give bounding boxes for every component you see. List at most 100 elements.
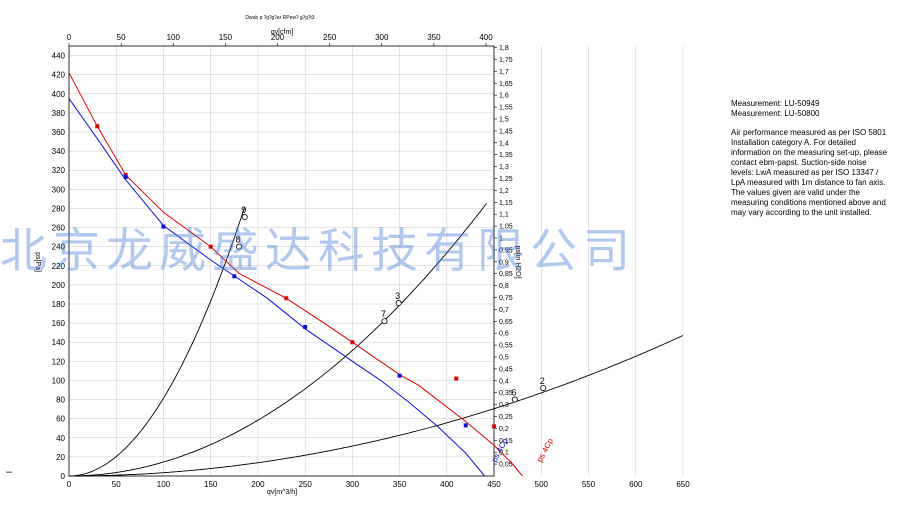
fan-curve-marker <box>123 174 128 179</box>
y2-tick-label: 0,6 <box>499 331 509 338</box>
y-tick-label: 360 <box>52 128 66 137</box>
info-panel: Measurement: LU-50949 Measurement: LU-50… <box>731 99 891 218</box>
x-tick-label: 50 <box>112 480 121 489</box>
y2-tick-label: 0,4 <box>499 378 509 385</box>
y2-tick-label: 0,45 <box>499 366 513 373</box>
y2-tick-label: 0,25 <box>499 414 513 421</box>
measurement-2: Measurement: LU-50800 <box>731 109 820 118</box>
y2-tick-label: 1,15 <box>499 200 513 207</box>
y2-tick-label: 0,05 <box>499 462 513 469</box>
operating-point-label: 6 <box>511 388 516 398</box>
operating-point-label: 2 <box>540 376 545 386</box>
x2-axis-label: qv[cfm] <box>271 29 294 36</box>
y2-tick-label: 1,05 <box>499 224 513 231</box>
y-tick-label: 200 <box>52 281 66 290</box>
y2-tick-label: 0,95 <box>499 247 513 254</box>
x-tick-label: 250 <box>298 480 312 489</box>
y-tick-label: 0 <box>61 472 66 481</box>
operating-point <box>511 396 518 403</box>
operating-point <box>540 385 547 392</box>
y-axis-label: ps[Pa] <box>34 252 41 272</box>
x-tick-label: 600 <box>629 480 643 489</box>
y-tick-label: 60 <box>56 415 65 424</box>
x-tick-label: 400 <box>440 480 454 489</box>
x-tick-label: 100 <box>157 480 171 489</box>
x2-tick-label: 50 <box>117 33 126 42</box>
y2-tick-label: 1,4 <box>499 140 509 147</box>
y2-tick-label: 0,15 <box>499 438 513 445</box>
y-tick-label: 160 <box>52 319 66 328</box>
x-tick-label: 150 <box>204 480 218 489</box>
x-tick-label: 0 <box>67 480 72 489</box>
fan-curve-marker <box>397 373 402 378</box>
fan-curve-marker <box>492 424 497 429</box>
grid-lines <box>68 46 684 477</box>
fan-curve-marker <box>232 274 237 279</box>
y-tick-label: 400 <box>52 90 66 99</box>
fan-curve-marker <box>161 224 166 229</box>
x2-tick-label: 250 <box>323 33 337 42</box>
company-watermark: 北京龙威盛达科技有限公司 <box>0 224 636 279</box>
y2-tick-label: 0,9 <box>499 259 509 266</box>
system-curve <box>69 335 684 477</box>
operating-point-label: 8 <box>236 235 241 245</box>
y2-tick-label: 1,7 <box>499 69 509 76</box>
operating-point <box>241 214 248 221</box>
system-curves <box>69 203 684 477</box>
fan-curve-line <box>68 72 523 477</box>
system-curve <box>69 206 246 477</box>
y2-tick-label: 1,75 <box>499 57 513 64</box>
operating-point <box>395 300 402 307</box>
y2-tick-label: 0,55 <box>499 343 513 350</box>
x-tick-label: 300 <box>346 480 360 489</box>
y2-tick-label: 0,5 <box>499 354 509 361</box>
x-tick-label: 550 <box>582 480 596 489</box>
y-tick-label: 240 <box>52 243 66 252</box>
x2-tick-label: 350 <box>427 33 441 42</box>
y-tick-label: 420 <box>52 71 66 80</box>
x2-tick-label: 300 <box>375 33 389 42</box>
y2-tick-label: 0,35 <box>499 390 513 397</box>
fan-curve-marker <box>463 423 468 428</box>
stray-mark: – <box>6 466 13 478</box>
y-tick-label: 40 <box>56 434 65 443</box>
tick-labels: 0 50 100 150 200 250 300 350 400 450 500 550 600 6500… <box>52 33 691 489</box>
y2-tick-label: 1,35 <box>499 152 513 159</box>
fan-curve-marker <box>350 340 355 345</box>
y-tick-label: 180 <box>52 300 66 309</box>
y2-tick-label: 0,85 <box>499 271 513 278</box>
x-tick-label: 450 <box>487 480 501 489</box>
y2-tick-label: 1,8 <box>499 45 509 52</box>
x2-tick-label: 150 <box>219 33 233 42</box>
y-tick-label: 300 <box>52 185 66 194</box>
y2-tick-label: 0,2 <box>499 426 509 433</box>
y2-tick-label: 1,25 <box>499 176 513 183</box>
operating-point <box>236 243 243 250</box>
axes <box>68 43 497 477</box>
system-curve <box>69 203 487 477</box>
y-tick-label: 380 <box>52 109 66 118</box>
fan-curve-marker <box>454 376 459 381</box>
x2-tick-label: 400 <box>479 33 493 42</box>
x2-tick-label: 200 <box>271 33 285 42</box>
y-tick-label: 120 <box>52 357 66 366</box>
x-tick-label: 200 <box>251 480 265 489</box>
y2-tick-label: 1 <box>499 235 503 242</box>
measurement-note: Air performance measured as per ISO 5801… <box>731 128 888 217</box>
y2-tick-label: 0,75 <box>499 295 513 302</box>
y2-tick-label: 0,7 <box>499 307 509 314</box>
fan-curve-marker <box>95 124 100 129</box>
y-tick-label: 100 <box>52 376 66 385</box>
plot-frame <box>68 45 495 477</box>
y-tick-label: 340 <box>52 147 66 156</box>
y2-tick-label: 1,3 <box>499 164 509 171</box>
chart-title: Dwub p ʔgʔgʔar RPewʔ gʔgʔt3 <box>245 15 314 21</box>
y2-tick-label: 0,65 <box>499 319 513 326</box>
operating-point <box>381 318 388 325</box>
y-tick-label: 260 <box>52 224 66 233</box>
y-tick-label: 140 <box>52 338 66 347</box>
x-axis-label: qv[m^3/h] <box>267 489 297 496</box>
y2-tick-label: 0,8 <box>499 283 509 290</box>
y2-tick-label: 1,1 <box>499 212 509 219</box>
